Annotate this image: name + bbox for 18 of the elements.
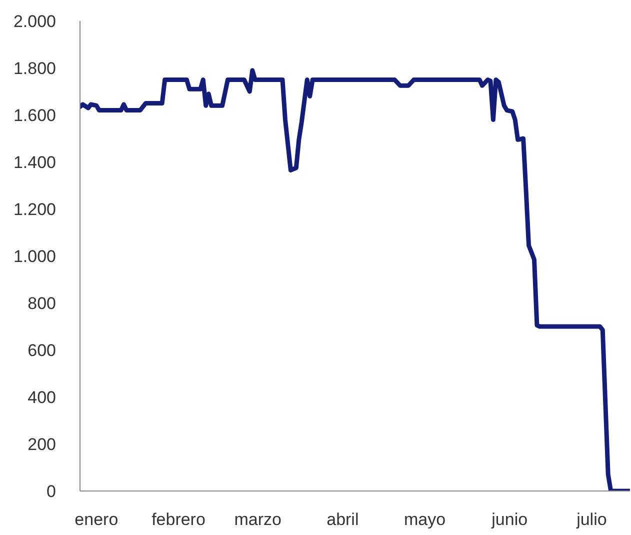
x-tick-label: abril [326,510,359,530]
y-tick-label: 1.600 [13,106,56,126]
y-tick-label: 600 [28,341,56,360]
x-tick-label: febrero [152,510,206,530]
y-tick-label: 800 [28,294,56,314]
x-tick-label: julio [576,510,607,530]
y-tick-label: 2.000 [13,12,56,32]
x-tick-label: marzo [234,510,282,530]
x-tick-label: enero [74,510,118,530]
y-tick-label: 0 [46,482,56,502]
x-tick-label: junio [490,510,528,530]
x-tick-label: mayo [404,510,446,530]
y-tick-label: 1.000 [13,247,56,266]
y-tick-label: 1.800 [13,59,56,78]
y-tick-label: 200 [28,435,56,454]
y-tick-label: 1.400 [13,153,56,172]
y-tick-label: 1.200 [13,200,56,220]
y-tick-label: 400 [28,388,56,408]
